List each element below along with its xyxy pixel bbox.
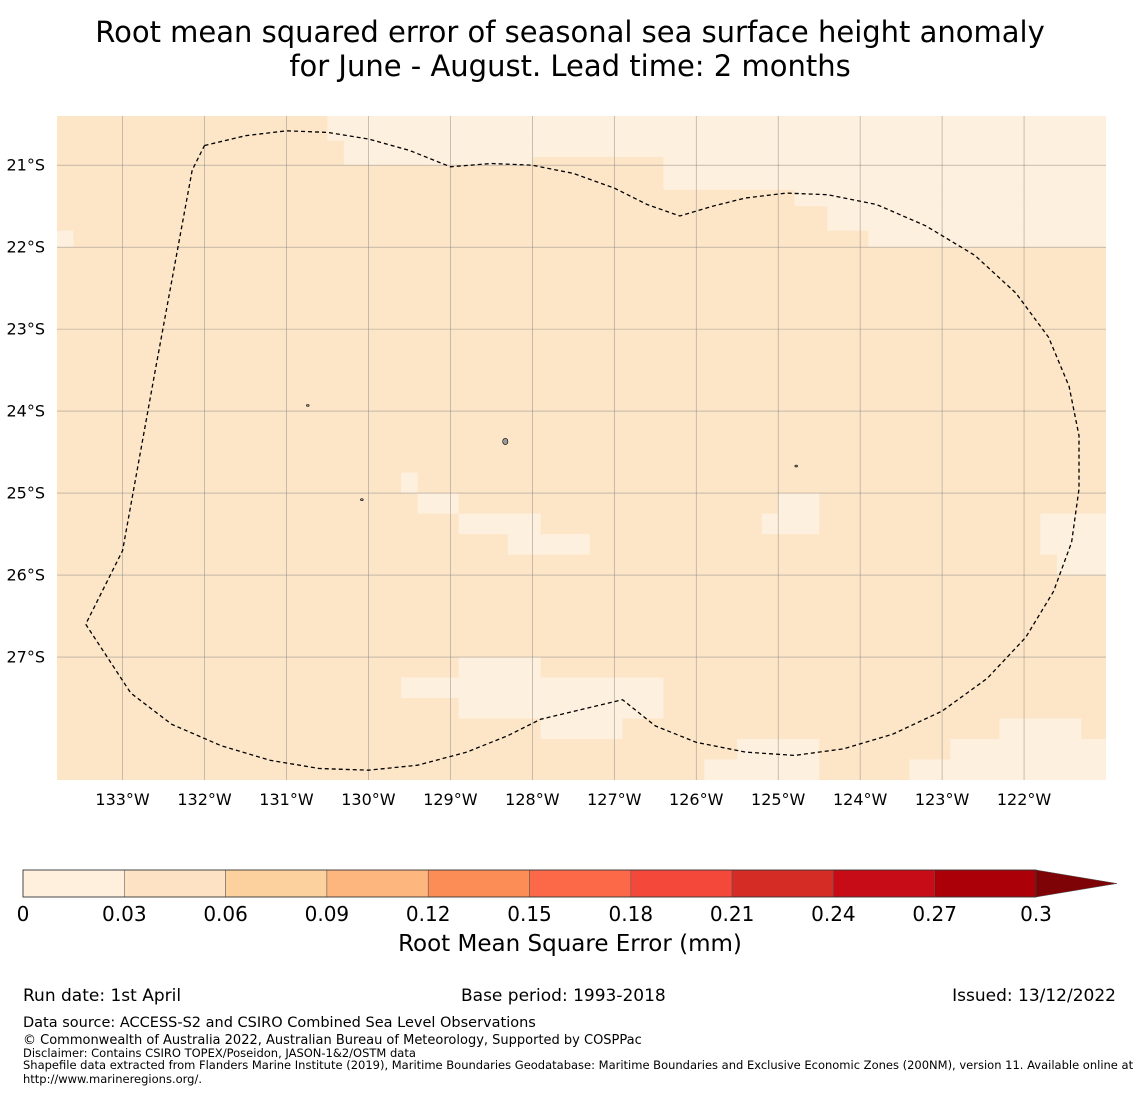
low-error-cell: [532, 116, 1106, 157]
eez-boundary: [84, 130, 1080, 771]
low-error-cell: [663, 156, 1106, 190]
longitude-label: 122°W: [996, 790, 1052, 809]
low-error-cell: [458, 513, 541, 535]
colorbar-tick: 0: [16, 902, 30, 926]
latitude-label: 22°S: [6, 237, 45, 257]
colorbar-segment: [22, 869, 125, 898]
rmse-map: [57, 116, 1106, 780]
base-period: Base period: 1993-2018: [461, 986, 666, 1006]
colorbar-segment: [326, 869, 429, 898]
longitude-label: 125°W: [751, 790, 806, 809]
island-marker: [502, 437, 509, 445]
low-error-cell: [827, 206, 1106, 231]
low-error-cell: [794, 189, 1106, 207]
longitude-label: 126°W: [669, 790, 724, 809]
copyright: © Commonwealth of Australia 2022, Austra…: [23, 1033, 642, 1048]
colorbar-segment: [934, 869, 1037, 898]
colorbar-tick: 0.27: [912, 902, 957, 926]
low-error-cell: [1056, 554, 1106, 576]
longitude-label: 132°W: [177, 790, 232, 809]
low-error-cell: [458, 698, 664, 719]
low-error-cell: [343, 140, 533, 166]
low-error-cell: [458, 657, 541, 678]
colorbar-label: Root Mean Square Error (mm): [398, 931, 742, 957]
low-error-cell: [327, 116, 533, 141]
latitude-label: 21°S: [6, 155, 45, 175]
chart-title-line-1: Root mean squared error of seasonal sea …: [95, 15, 1045, 49]
colorbar-segment: [833, 869, 935, 898]
island-marker: [360, 498, 364, 501]
colorbar-tick: 0.03: [102, 902, 147, 926]
low-error-cell: [507, 534, 590, 555]
latitude-label: 25°S: [6, 483, 45, 503]
colorbar-segment: [124, 869, 226, 898]
low-error-cell: [540, 718, 623, 740]
low-error-cell: [761, 513, 820, 535]
colorbar-extend-arrow: [1035, 869, 1118, 898]
island-marker: [306, 404, 310, 407]
longitude-label: 130°W: [341, 790, 396, 809]
colorbar-tick: 0.3: [1020, 902, 1052, 926]
colorbar: [22, 869, 1118, 898]
longitude-label: 124°W: [832, 790, 888, 809]
colorbar-segment: [630, 869, 733, 898]
low-error-cell: [778, 493, 820, 514]
colorbar-tick: 0.12: [405, 902, 451, 926]
run-date: Run date: 1st April: [23, 986, 182, 1006]
longitude-label: 133°W: [95, 790, 150, 809]
longitude-label: 131°W: [259, 790, 314, 809]
shapefile-credit: Shapefile data extracted from Flanders M…: [23, 1058, 1134, 1086]
low-error-cell: [704, 759, 779, 780]
low-error-cell: [999, 718, 1082, 740]
colorbar-tick: 0.09: [304, 902, 350, 926]
low-error-cell: [57, 230, 74, 248]
colorbar-tick: 0.24: [811, 902, 856, 926]
disclaimer: Disclaimer: Contains CSIRO TOPEX/Poseido…: [23, 1046, 416, 1060]
colorbar-tick: 0.15: [507, 902, 552, 926]
colorbar-segment: [731, 869, 834, 898]
longitude-label: 129°W: [423, 790, 478, 809]
low-error-cell: [950, 739, 1106, 760]
latitude-label: 23°S: [6, 319, 45, 339]
longitude-label: 128°W: [505, 790, 560, 809]
colorbar-tick: 0.18: [608, 902, 654, 926]
latitude-label: 26°S: [6, 565, 45, 585]
low-error-cell: [909, 759, 1106, 780]
latitude-label: 27°S: [6, 647, 45, 667]
low-error-cell: [868, 230, 1106, 248]
data-source: Data source: ACCESS-S2 and CSIRO Combine…: [23, 1015, 536, 1031]
latitude-label: 24°S: [6, 401, 45, 421]
low-error-cell: [417, 493, 459, 514]
longitude-label: 123°W: [914, 790, 970, 809]
issued-date: Issued: 13/12/2022: [952, 986, 1116, 1006]
colorbar-segment: [225, 869, 328, 898]
colorbar-segment: [427, 869, 530, 898]
low-error-cell: [401, 472, 418, 494]
colorbar-tick: 0.21: [709, 902, 755, 926]
colorbar-outline: [22, 869, 1037, 898]
longitude-label: 127°W: [587, 790, 642, 809]
chart-title-line-2: for June - August. Lead time: 2 months: [289, 49, 851, 83]
island-marker: [794, 464, 798, 468]
colorbar-tick: 0.06: [203, 902, 248, 926]
colorbar-segment: [529, 869, 632, 898]
